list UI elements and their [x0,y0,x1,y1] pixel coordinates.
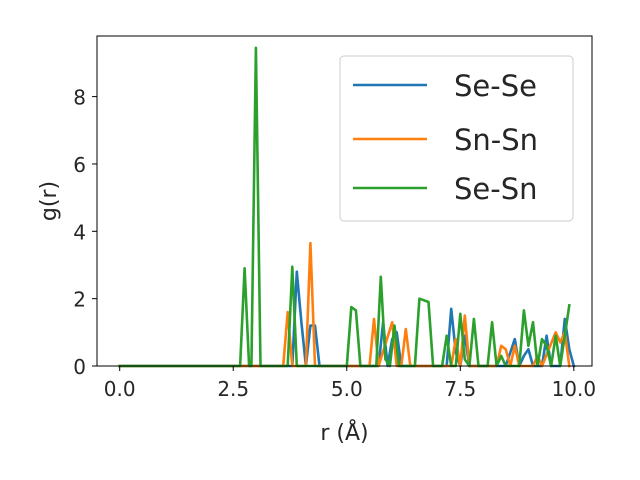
x-tick-label: 2.5 [217,377,249,401]
axes-frame [96,35,593,367]
x-tick-label: 10.0 [552,377,597,401]
y-tick-label: 6 [73,153,86,177]
legend-label-se-se: Se-Se [454,69,537,103]
legend-box [339,55,574,222]
y-tick-label: 8 [73,86,86,110]
axes-layer: 0.0 2.5 5.0 7.5 10.0 0 2 4 6 8 [73,35,597,401]
y-axis-label: g(r) [37,181,62,221]
y-tick-label: 0 [73,355,86,379]
y-tick-label: 2 [73,288,86,312]
y-tick-label: 4 [73,220,86,244]
x-axis-label: r (Å) [320,419,368,446]
x-tick-label: 7.5 [444,377,476,401]
x-tick-label: 0.0 [104,377,136,401]
x-tick-label: 5.0 [331,377,363,401]
legend-label-se-sn: Se-Sn [454,172,538,206]
legend: Se-Se Sn-Sn Se-Sn [339,55,574,222]
legend-label-sn-sn: Sn-Sn [454,123,538,157]
